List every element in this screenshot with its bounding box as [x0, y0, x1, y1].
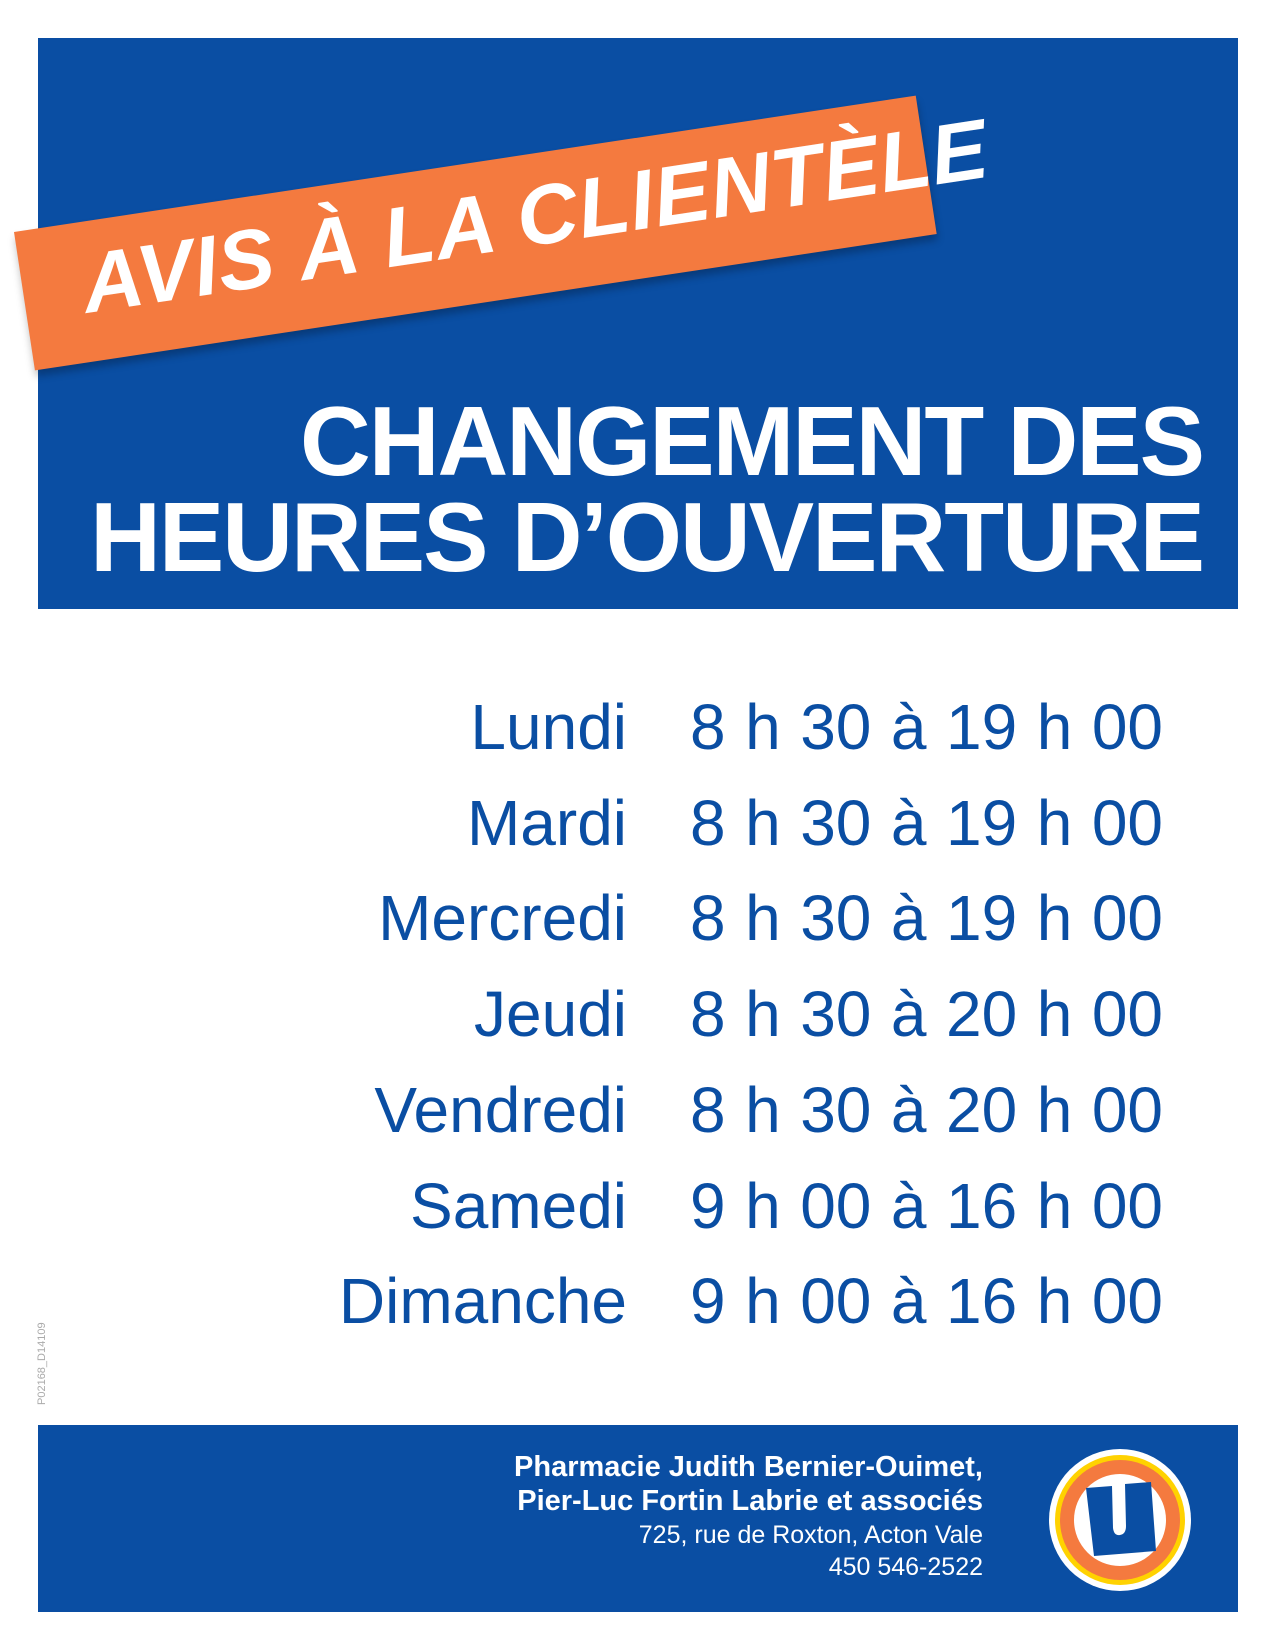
opening-hours: 9 h 00 à 16 h 00 [690, 1169, 1163, 1242]
address: 725, rue de Roxton, Acton Vale [638, 1521, 983, 1549]
uniprix-logo [1049, 1449, 1191, 1591]
schedule-row: Dimanche 9 h 00 à 16 h 00 [0, 1264, 1275, 1344]
opening-hours: 8 h 30 à 19 h 00 [690, 882, 1163, 955]
document-code: P02168_D14109 [36, 1322, 48, 1405]
day-name: Jeudi [474, 978, 627, 1051]
pharmacy-name-line-1: Pharmacie Judith Bernier-Ouimet, [514, 1451, 983, 1483]
opening-hours: 8 h 30 à 19 h 00 [690, 786, 1163, 859]
schedule-row: Mardi 8 h 30 à 19 h 00 [0, 786, 1275, 866]
day-name: Vendredi [374, 1073, 627, 1146]
day-name: Lundi [470, 691, 627, 763]
opening-hours: 8 h 30 à 20 h 00 [690, 1073, 1163, 1146]
schedule-row: Jeudi 8 h 30 à 20 h 00 [0, 977, 1275, 1057]
day-name: Dimanche [338, 1265, 627, 1338]
day-name: Samedi [410, 1169, 627, 1242]
schedule-row: Lundi 8 h 30 à 19 h 00 [0, 690, 1275, 770]
day-name: Mardi [466, 786, 627, 859]
pharmacy-name-line-2: Pier-Luc Fortin Labrie et associés [517, 1485, 983, 1517]
opening-hours: 8 h 30 à 19 h 00 [690, 691, 1163, 763]
schedule-row: Mercredi 8 h 30 à 19 h 00 [0, 881, 1275, 961]
footer-panel: Pharmacie Judith Bernier-Ouimet, Pier-Lu… [38, 1425, 1238, 1612]
schedule-row: Samedi 9 h 00 à 16 h 00 [0, 1169, 1275, 1249]
schedule-row: Vendredi 8 h 30 à 20 h 00 [0, 1073, 1275, 1153]
opening-hours: 8 h 30 à 20 h 00 [690, 978, 1163, 1051]
opening-hours: 9 h 00 à 16 h 00 [690, 1265, 1163, 1338]
phone: 450 546-2522 [828, 1553, 983, 1581]
title-line-2: HEURES D’OUVERTURE [90, 482, 1205, 592]
title-line-1: CHANGEMENT DES [299, 386, 1205, 496]
day-name: Mercredi [378, 882, 627, 955]
